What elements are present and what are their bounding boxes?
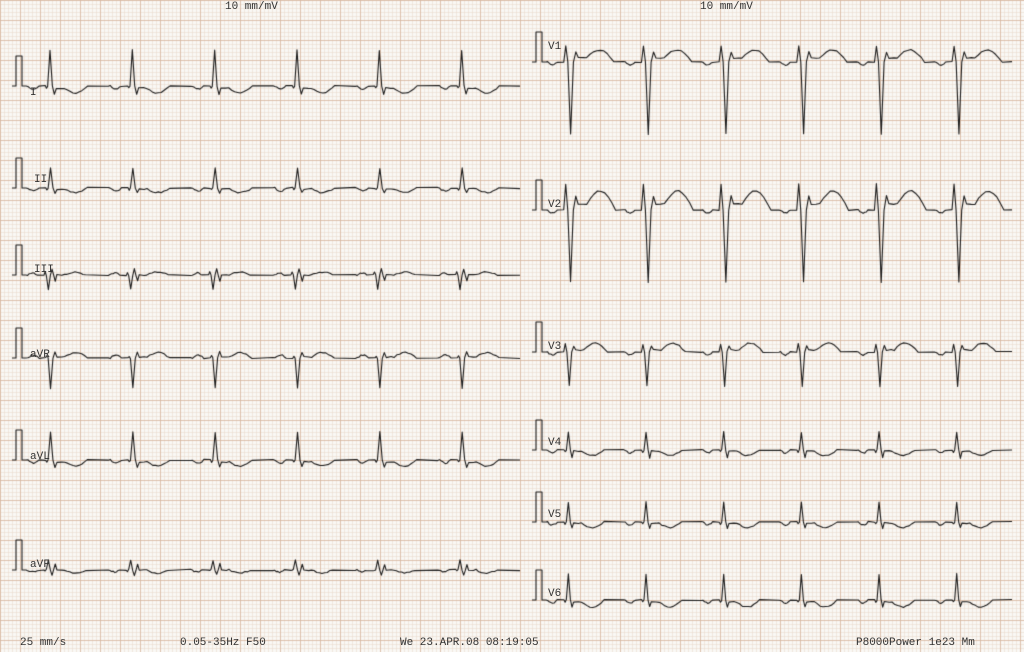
lead-label-9: V4 [548,437,561,449]
ecg-canvas [0,0,1024,652]
lead-label-11: V6 [548,588,561,600]
footer-label-3: P8000Power 1e23 Mm [856,637,975,649]
header-label-1: 10 mm/mV [700,1,753,13]
lead-label-10: V5 [548,509,561,521]
footer-label-1: 0.05-35Hz F50 [180,637,266,649]
lead-label-5: aVF [30,559,50,571]
lead-label-2: III [34,264,54,276]
footer-label-2: We 23.APR.08 08:19:05 [400,637,539,649]
header-label-0: 10 mm/mV [225,1,278,13]
lead-label-6: V1 [548,41,561,53]
footer-label-0: 25 mm/s [20,637,66,649]
lead-label-1: II [34,174,47,186]
ecg-chart: 10 mm/mV10 mm/mVIIIIIIaVRaVLaVFV1V2V3V4V… [0,0,1024,652]
lead-label-3: aVR [30,349,50,361]
lead-label-8: V3 [548,341,561,353]
lead-label-4: aVL [30,451,50,463]
lead-label-7: V2 [548,199,561,211]
lead-label-0: I [30,87,37,99]
